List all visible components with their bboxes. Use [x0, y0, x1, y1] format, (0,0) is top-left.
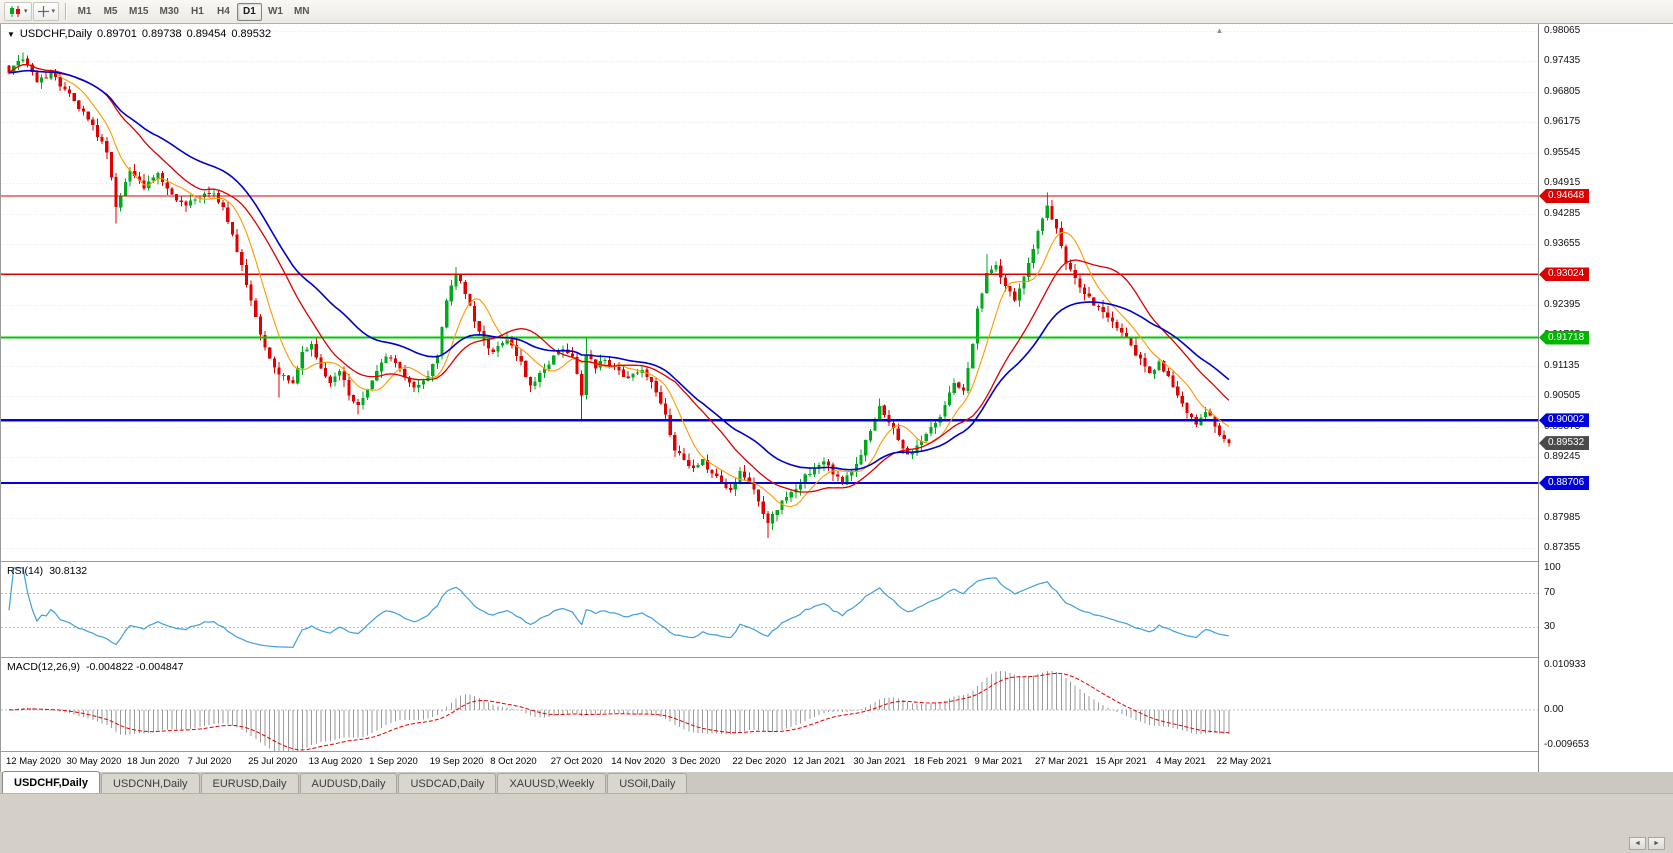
- panel-divider[interactable]: [1, 561, 1673, 562]
- price-tick: 0.97435: [1544, 55, 1581, 66]
- macd-indicator-label: MACD(12,26,9) -0.004822 -0.004847: [7, 661, 189, 673]
- date-label: 22 May 2021: [1216, 756, 1272, 767]
- chart-tab-usdcad[interactable]: USDCAD,Daily: [398, 773, 497, 793]
- price-level-badge: 0.91718: [1539, 330, 1590, 345]
- date-label: 8 Oct 2020: [490, 756, 537, 767]
- date-label: 15 Apr 2021: [1095, 756, 1147, 767]
- price-tick: 0.90505: [1544, 390, 1581, 401]
- price-level-badge: 0.94648: [1539, 189, 1590, 203]
- macd-values: -0.004822 -0.004847: [85, 661, 184, 673]
- timeframe-m1[interactable]: M1: [77, 6, 92, 17]
- date-label: 22 Dec 2020: [732, 756, 787, 767]
- date-label: 27 Mar 2021: [1034, 756, 1089, 767]
- price-tick: 0.94915: [1544, 177, 1581, 188]
- timeframe-h1[interactable]: H1: [191, 6, 204, 17]
- price-tick: 0.87985: [1544, 512, 1581, 523]
- date-label: 14 Nov 2020: [611, 756, 666, 767]
- ohlc-low: 0.89454: [186, 28, 227, 40]
- price-level-badge: 0.88706: [1539, 475, 1590, 490]
- status-area: ◄ ►: [0, 794, 1673, 853]
- chart-tabs: USDCHF,Daily USDCNH,Daily EURUSD,Daily AUDU…: [0, 771, 1673, 794]
- price-tick: 0.91135: [1544, 360, 1580, 371]
- price-tick: 0.93655: [1544, 238, 1581, 249]
- price-level-badge: 0.90002: [1539, 413, 1590, 428]
- panel-divider[interactable]: [1, 657, 1673, 658]
- ohlc-header: ▼ USDCHF,Daily 0.89701 0.89738 0.89454 0.8953…: [7, 28, 276, 40]
- date-label: 1 Sep 2020: [369, 756, 418, 767]
- timeframe-w1[interactable]: W1: [267, 6, 283, 17]
- rsi-panel[interactable]: [1, 562, 1538, 657]
- price-tick: 0.87355: [1544, 542, 1581, 553]
- chart-tab-xauusd[interactable]: XAUUSD,Weekly: [497, 773, 607, 793]
- price-tick: 0.96805: [1544, 86, 1581, 97]
- ohlc-close: 0.89532: [231, 28, 272, 40]
- timeframe-buttons: M1 M5 M15 M30 H1 H4 D1 W1 MN: [72, 2, 314, 21]
- chart-tab-usdchf[interactable]: USDCHF,Daily: [2, 771, 100, 793]
- date-label: 30 May 2020: [66, 756, 122, 767]
- date-label: 13 Aug 2020: [308, 756, 362, 767]
- chart-tab-audusd[interactable]: AUDUSD,Daily: [299, 773, 398, 793]
- chart-window: ▼ USDCHF,Daily 0.89701 0.89738 0.89454 0.8953…: [0, 24, 1673, 772]
- ohlc-open: 0.89701: [97, 28, 137, 40]
- timeframe-m5[interactable]: M5: [103, 6, 118, 17]
- timeframe-h4[interactable]: H4: [217, 6, 230, 17]
- chart-tab-usoil[interactable]: USOil,Daily: [607, 773, 688, 793]
- date-label: 4 May 2021: [1156, 756, 1206, 767]
- date-label: 27 Oct 2020: [550, 756, 603, 767]
- date-label: 12 May 2020: [6, 756, 61, 767]
- date-label: 25 Jul 2020: [248, 756, 298, 767]
- date-label: 7 Jul 2020: [187, 756, 232, 767]
- symbol-caret-icon: ▼: [7, 30, 15, 39]
- timeframe-m30[interactable]: M30: [159, 6, 179, 17]
- timeframe-m15[interactable]: M15: [129, 6, 149, 17]
- candlestick-icon: [10, 6, 20, 17]
- macd-panel[interactable]: [1, 658, 1538, 751]
- chart-type-button[interactable]: ▾: [4, 2, 32, 21]
- time-axis-divider: [1, 751, 1673, 752]
- current-price-badge: 0.89532: [1539, 436, 1590, 451]
- price-tick: 0.95545: [1544, 147, 1581, 158]
- ohlc-high: 0.89738: [141, 28, 182, 40]
- price-tick: 0.00: [1544, 704, 1564, 715]
- time-axis[interactable]: 12 May 2020 30 May 2020 18 Jun 2020 7 Jul 2…: [1, 752, 1538, 772]
- price-tick: 100: [1544, 562, 1561, 573]
- crosshair-tool-button[interactable]: ▾: [32, 2, 60, 21]
- toolbar: ▾ ▾ M1 M5 M15 M30 H1 H4 D1 W1 MN: [0, 0, 1673, 24]
- date-label: 18 Jun 2020: [127, 756, 180, 767]
- scroll-left-button[interactable]: ◄: [1629, 837, 1646, 850]
- price-tick: 0.010933: [1544, 659, 1586, 670]
- price-axis[interactable]: 0.98065 0.97435 0.96805 0.96175 0.95545 0.949…: [1538, 24, 1673, 772]
- timeframe-d1[interactable]: D1: [236, 2, 262, 21]
- date-label: 12 Jan 2021: [792, 756, 846, 767]
- price-tick: 70: [1544, 587, 1556, 598]
- price-tick: 0.92395: [1544, 299, 1581, 310]
- rsi-value: 30.8132: [49, 565, 88, 577]
- toolbar-separator: [65, 3, 67, 20]
- scroll-right-button[interactable]: ►: [1648, 837, 1665, 850]
- date-label: 30 Jan 2021: [853, 756, 906, 767]
- chart-shift-marker-icon[interactable]: ▲: [1215, 26, 1224, 35]
- price-tick: 0.94285: [1544, 208, 1581, 219]
- chart-tab-usdcnh[interactable]: USDCNH,Daily: [100, 773, 200, 793]
- chevron-down-icon: ▾: [24, 8, 28, 15]
- date-label: 9 Mar 2021: [974, 756, 1023, 767]
- rsi-indicator-label: RSI(14) 30.8132: [7, 565, 93, 577]
- timeframe-mn[interactable]: MN: [293, 6, 310, 17]
- symbol-title: USDCHF,Daily: [19, 28, 93, 40]
- price-tick: 0.98065: [1544, 25, 1581, 36]
- rsi-name: RSI(14): [7, 565, 44, 577]
- date-label: 3 Dec 2020: [671, 756, 721, 767]
- price-tick: 0.96175: [1544, 116, 1581, 127]
- date-label: 19 Sep 2020: [429, 756, 484, 767]
- macd-name: MACD(12,26,9): [7, 661, 80, 673]
- price-tick: -0.009653: [1544, 739, 1590, 750]
- main-price-chart[interactable]: [1, 24, 1538, 561]
- price-level-badge: 0.93024: [1539, 267, 1590, 282]
- chevron-down-icon: ▾: [51, 8, 56, 15]
- chart-tab-eurusd[interactable]: EURUSD,Daily: [200, 773, 299, 793]
- price-tick: 30: [1544, 621, 1556, 632]
- crosshair-icon: [37, 6, 49, 17]
- price-tick: 0.89245: [1544, 451, 1581, 462]
- date-label: 18 Feb 2021: [913, 756, 968, 767]
